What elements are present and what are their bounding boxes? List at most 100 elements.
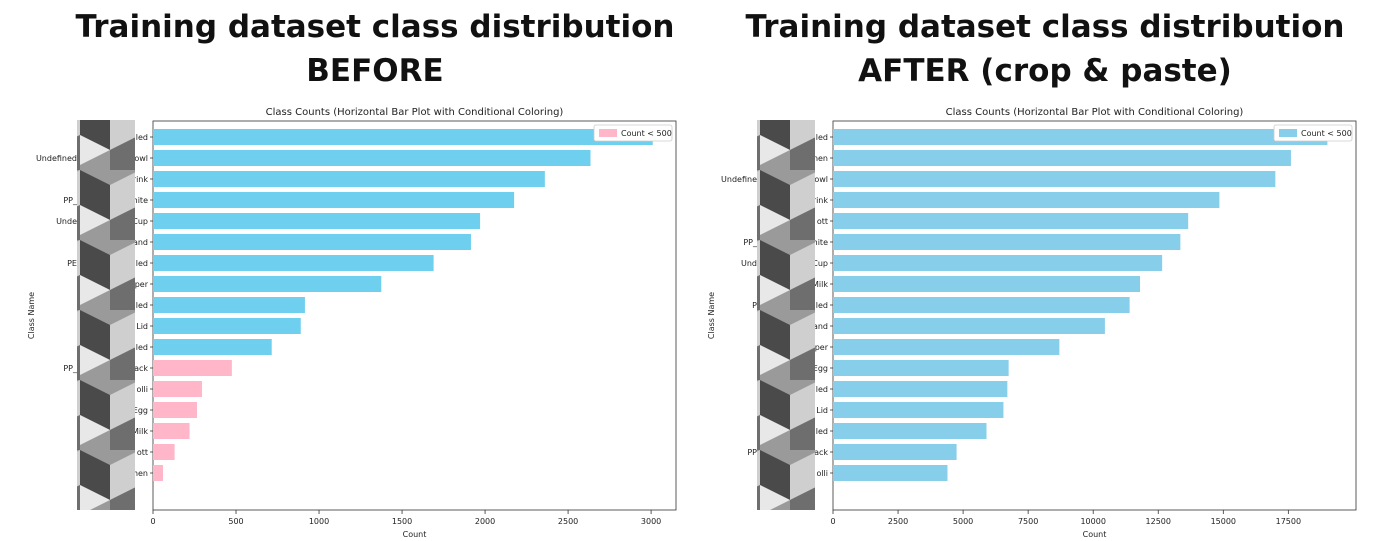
x-tick-label: 1000	[309, 517, 329, 526]
x-tick-label: 12500	[1146, 517, 1171, 526]
bar	[833, 444, 957, 460]
y-tick-label-partial: PP_	[63, 364, 78, 373]
bar	[153, 150, 591, 166]
y-tick-label: and	[813, 322, 828, 331]
x-axis-label: Count	[1083, 530, 1107, 539]
x-tick-label: 3000	[641, 517, 661, 526]
y-tick-label: Egg	[813, 364, 828, 373]
y-tick-label: Cup	[812, 259, 828, 268]
x-tick-label: 1500	[392, 517, 412, 526]
y-tick-label-partial: P	[752, 301, 757, 310]
bar	[833, 297, 1130, 313]
y-tick-label: ack	[814, 448, 828, 457]
y-tick-label: Lid	[136, 322, 148, 331]
heading-after: Training dataset class distribution AFTE…	[715, 5, 1375, 93]
bar	[153, 297, 305, 313]
legend-label: Count < 500	[1301, 129, 1352, 138]
bar	[153, 339, 272, 355]
bar	[153, 192, 515, 208]
plot-frame	[152, 120, 677, 511]
plot-frame	[832, 120, 1357, 511]
bar	[153, 276, 382, 292]
y-tick-label: led	[816, 301, 828, 310]
bar	[153, 444, 175, 460]
y-tick-label: led	[136, 343, 148, 352]
bar	[833, 360, 1009, 376]
y-tick-label: and	[133, 238, 148, 247]
y-tick-label: ack	[134, 364, 148, 373]
bar	[833, 318, 1105, 334]
redaction-block	[77, 120, 135, 510]
legend-swatch	[599, 129, 617, 137]
bar	[153, 171, 545, 187]
heading-before: Training dataset class distribution BEFO…	[40, 5, 710, 93]
bar	[833, 129, 1328, 145]
y-tick-label: Egg	[133, 406, 148, 415]
y-tick-label: Cup	[132, 217, 148, 226]
bar	[833, 192, 1220, 208]
heading-after-line2: AFTER (crop & paste)	[858, 53, 1232, 89]
y-tick-label: owl	[134, 154, 148, 163]
bar	[833, 255, 1163, 271]
y-tick-label-partial: PP_	[63, 196, 78, 205]
bar	[153, 360, 232, 376]
legend-label: Count < 500	[621, 129, 672, 138]
y-tick-label: nen	[813, 154, 828, 163]
y-tick-label: olli	[816, 469, 828, 478]
y-tick-label: led	[136, 133, 148, 142]
x-tick-label: 5000	[953, 517, 973, 526]
bar	[833, 150, 1291, 166]
bar	[153, 465, 163, 481]
x-tick-label: 17500	[1276, 517, 1301, 526]
y-tick-label-partial: PP_	[743, 238, 758, 247]
chart-before: Class Counts (Horizontal Bar Plot with C…	[27, 107, 677, 539]
x-tick-label: 10000	[1080, 517, 1105, 526]
legend: Count < 500	[593, 124, 673, 142]
x-tick-label: 2500	[558, 517, 578, 526]
y-tick-label-partial: Und	[741, 259, 757, 268]
y-tick-label: men	[130, 469, 148, 478]
x-axis-label: Count	[403, 530, 427, 539]
x-tick-label: 0	[150, 517, 155, 526]
x-tick-label: 0	[830, 517, 835, 526]
y-axis-label: Class Name	[707, 292, 716, 339]
y-tick-label: ott	[817, 217, 828, 226]
chart-after: Class Counts (Horizontal Bar Plot with C…	[707, 107, 1357, 539]
bar	[153, 423, 190, 439]
bar	[833, 276, 1141, 292]
chart-title: Class Counts (Horizontal Bar Plot with C…	[946, 107, 1244, 118]
y-tick-label: ott	[137, 448, 148, 457]
y-tick-label: led	[816, 133, 828, 142]
y-tick-label: olli	[136, 385, 148, 394]
bar	[833, 213, 1189, 229]
bar	[153, 234, 471, 250]
bar	[833, 465, 948, 481]
heading-after-line1: Training dataset class distribution	[745, 9, 1345, 45]
y-tick-label-partial: PP	[747, 448, 757, 457]
bar	[153, 213, 481, 229]
y-tick-label: led	[816, 427, 828, 436]
y-tick-label: rink	[813, 196, 829, 205]
x-tick-label: 7500	[1018, 517, 1038, 526]
bar	[153, 318, 301, 334]
y-tick-label: hite	[133, 196, 148, 205]
y-tick-label: led	[136, 259, 148, 268]
bar	[833, 381, 1008, 397]
heading-before-line1: Training dataset class distribution	[75, 9, 675, 45]
redaction-block	[757, 120, 815, 510]
y-tick-label: hite	[813, 238, 828, 247]
bar	[153, 402, 197, 418]
bar	[153, 381, 202, 397]
y-axis-label: Class Name	[27, 292, 36, 339]
y-tick-label: led	[816, 385, 828, 394]
y-tick-label-partial: PE	[67, 259, 77, 268]
y-tick-label: Milk	[812, 280, 828, 289]
y-tick-label-partial: Undefined	[36, 154, 77, 163]
legend: Count < 500	[1273, 124, 1353, 142]
heading-before-line2: BEFORE	[306, 53, 444, 89]
y-tick-label-partial: Unde	[56, 217, 77, 226]
x-tick-label: 2500	[888, 517, 908, 526]
x-tick-label: 2000	[475, 517, 495, 526]
bar	[153, 255, 434, 271]
y-tick-label: Lid	[816, 406, 828, 415]
